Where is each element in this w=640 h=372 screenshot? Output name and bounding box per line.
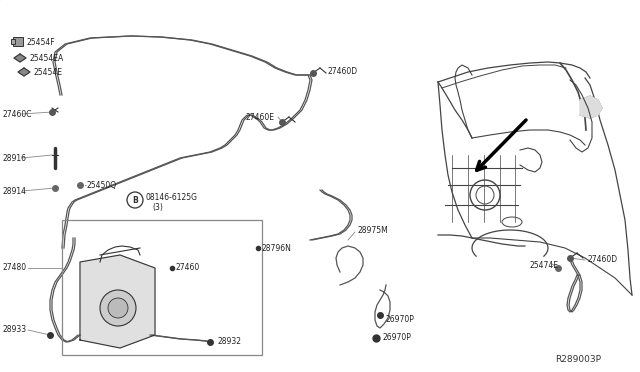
Text: 25454E: 25454E [33, 67, 62, 77]
Text: 25454EA: 25454EA [29, 54, 63, 62]
Text: 26970P: 26970P [386, 315, 415, 324]
Polygon shape [14, 54, 26, 62]
Text: 27460: 27460 [175, 263, 199, 273]
Circle shape [100, 290, 136, 326]
Bar [11, 39, 15, 44]
Polygon shape [580, 96, 602, 118]
Text: R289003P: R289003P [555, 356, 601, 365]
Text: 27480: 27480 [2, 263, 26, 273]
Polygon shape [80, 255, 155, 348]
Text: 25474E: 25474E [530, 260, 559, 269]
Text: 28796N: 28796N [262, 244, 292, 253]
Text: 28975M: 28975M [358, 225, 388, 234]
Bar [62, 220, 262, 355]
Text: 27460D: 27460D [588, 256, 618, 264]
Text: (3): (3) [152, 202, 163, 212]
Text: 27460E: 27460E [246, 112, 275, 122]
Text: 27460C: 27460C [2, 109, 31, 119]
Text: 28933: 28933 [2, 326, 26, 334]
Text: B: B [132, 196, 138, 205]
Text: 28914: 28914 [2, 186, 26, 196]
Text: 28916: 28916 [2, 154, 26, 163]
Circle shape [108, 298, 128, 318]
Text: 25450Q: 25450Q [86, 180, 116, 189]
Text: 26970P: 26970P [383, 334, 412, 343]
Text: 27460D: 27460D [328, 67, 358, 76]
Text: 25454F: 25454F [26, 38, 54, 46]
Text: 08146-6125G: 08146-6125G [145, 192, 197, 202]
Bar [13, 37, 23, 46]
Text: 28932: 28932 [218, 337, 242, 346]
Polygon shape [18, 68, 30, 76]
